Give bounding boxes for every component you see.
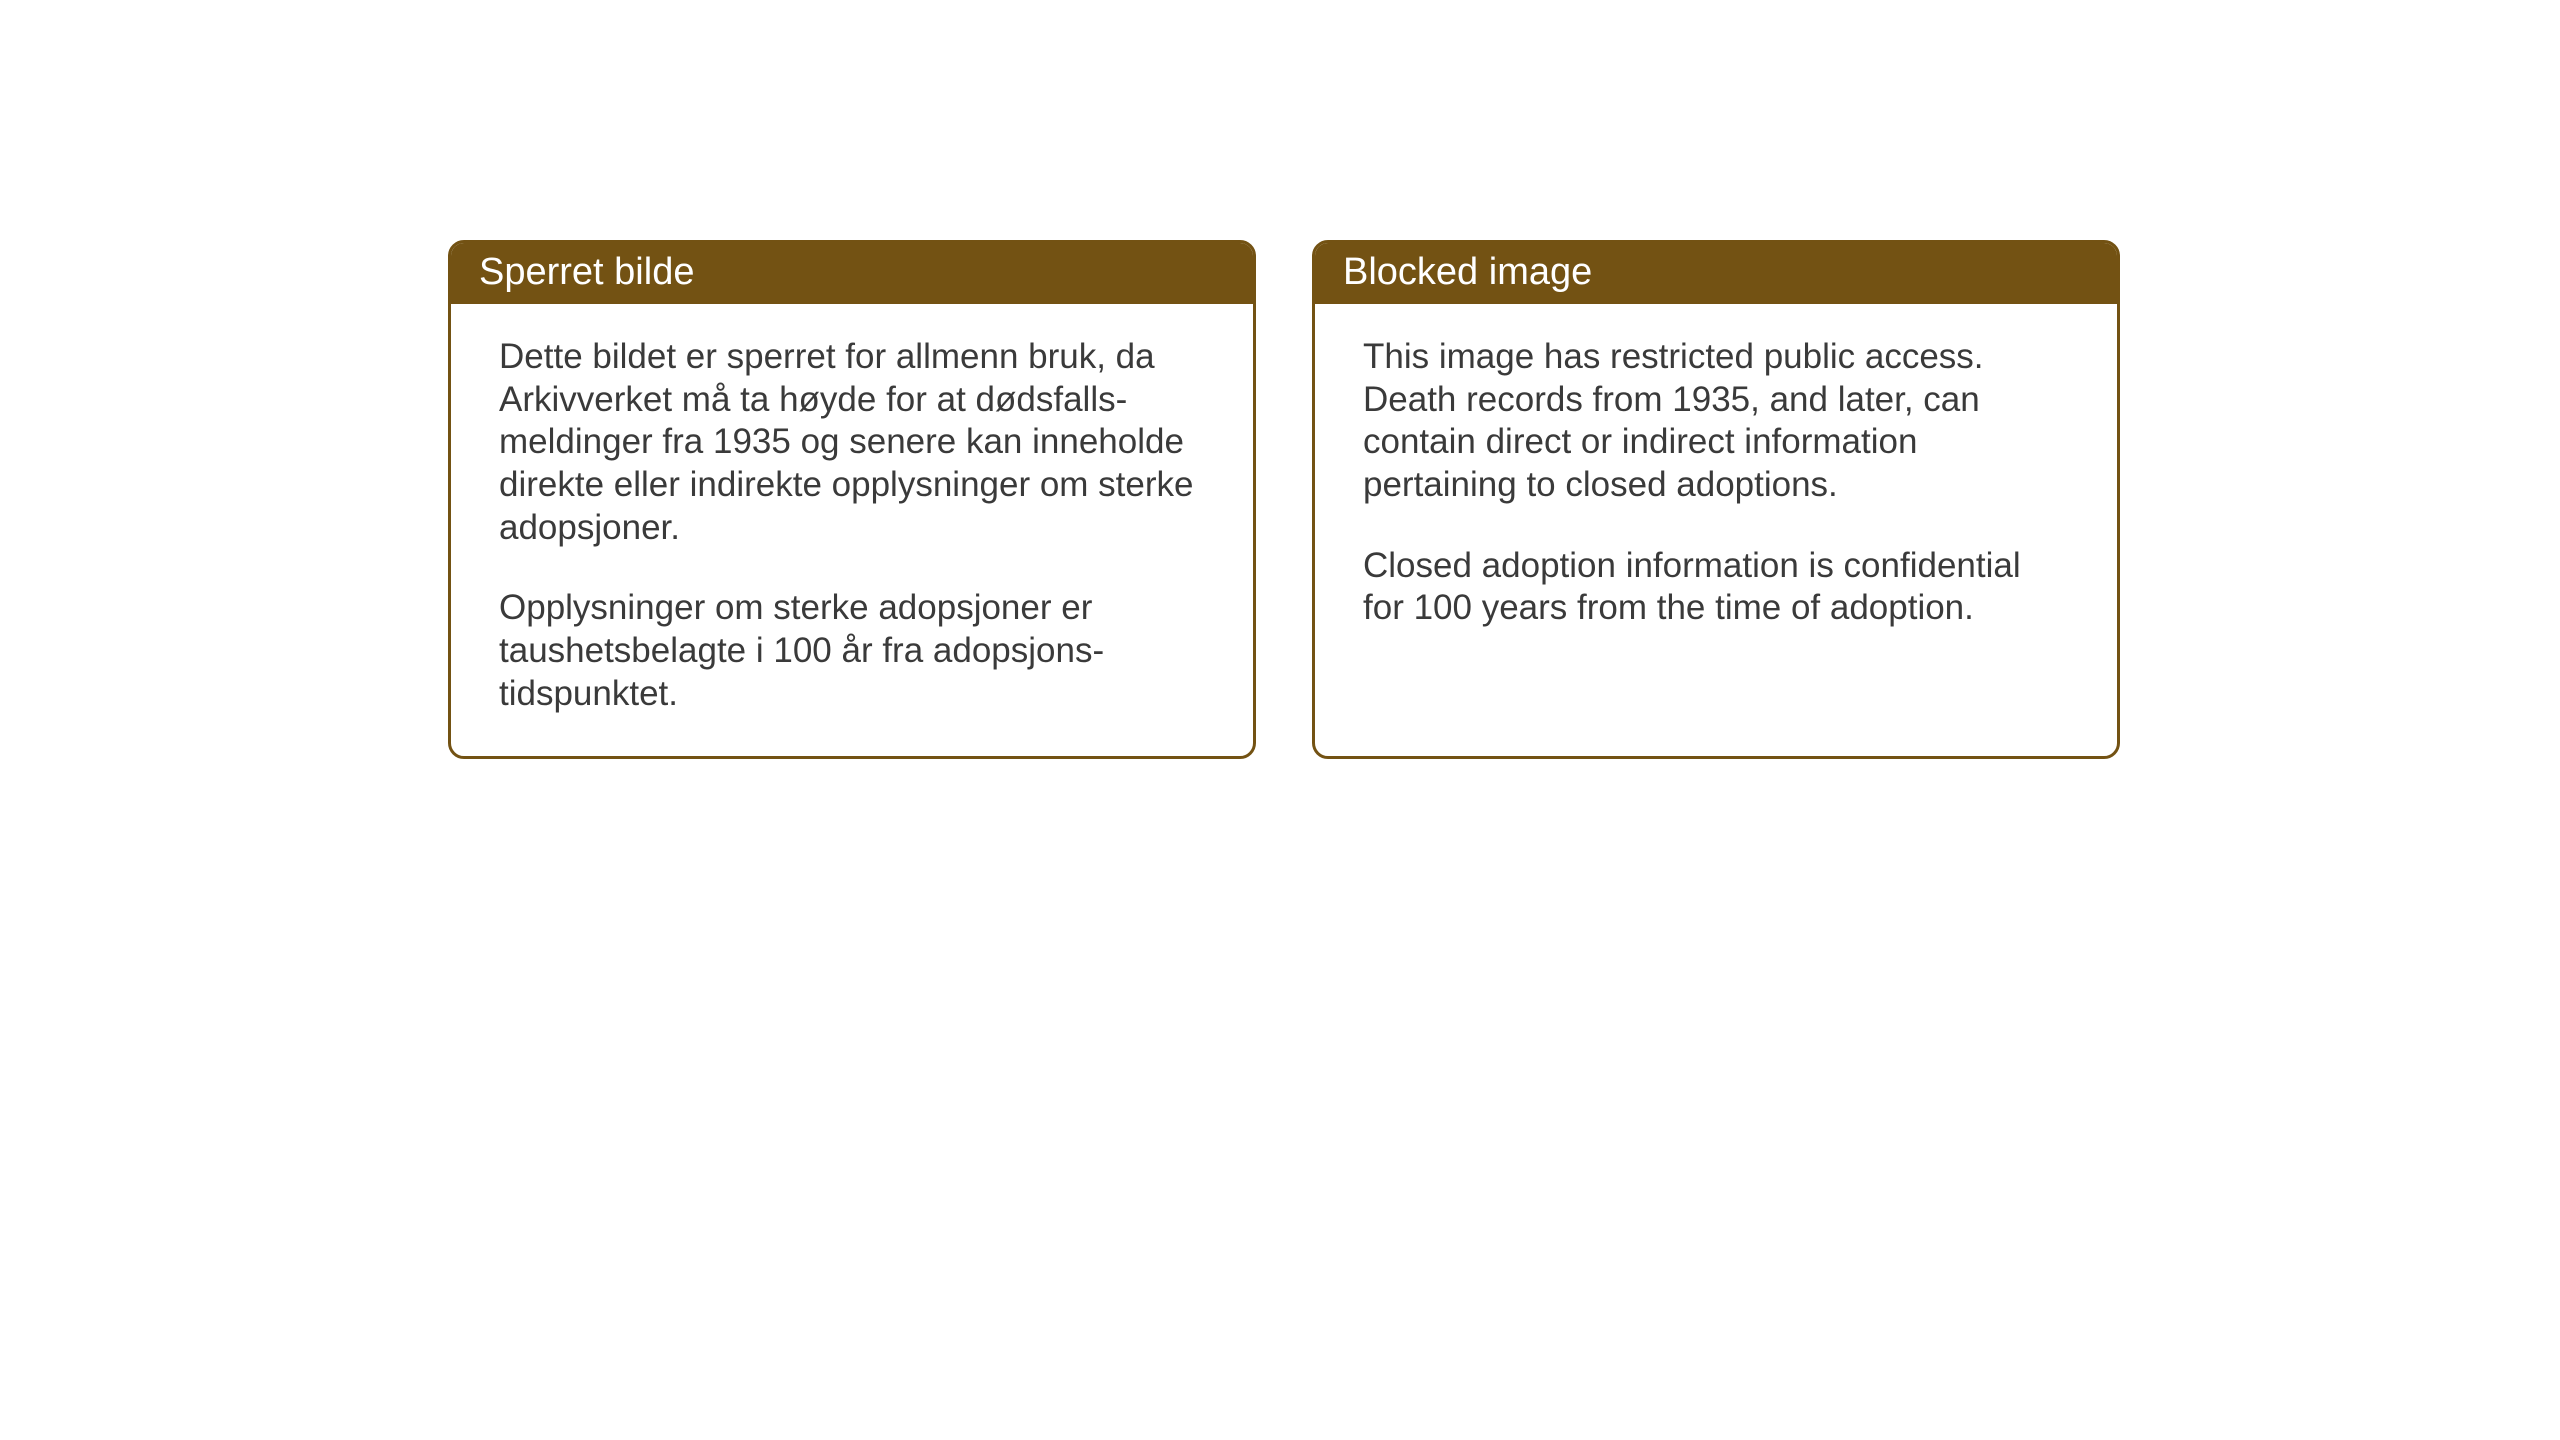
notice-card-norwegian: Sperret bilde Dette bildet er sperret fo… <box>448 240 1256 759</box>
notice-paragraph-2-norwegian: Opplysninger om sterke adopsjoner er tau… <box>499 587 1205 715</box>
notice-header-norwegian: Sperret bilde <box>451 243 1253 304</box>
notice-container: Sperret bilde Dette bildet er sperret fo… <box>0 0 2560 759</box>
notice-paragraph-2-english: Closed adoption information is confident… <box>1363 545 2069 630</box>
notice-paragraph-1-english: This image has restricted public access.… <box>1363 336 2069 507</box>
notice-header-english: Blocked image <box>1315 243 2117 304</box>
notice-paragraph-1-norwegian: Dette bildet er sperret for allmenn bruk… <box>499 336 1205 549</box>
notice-title-english: Blocked image <box>1343 251 1592 293</box>
notice-card-english: Blocked image This image has restricted … <box>1312 240 2120 759</box>
notice-title-norwegian: Sperret bilde <box>479 251 694 293</box>
notice-body-english: This image has restricted public access.… <box>1315 304 2117 670</box>
notice-body-norwegian: Dette bildet er sperret for allmenn bruk… <box>451 304 1253 756</box>
